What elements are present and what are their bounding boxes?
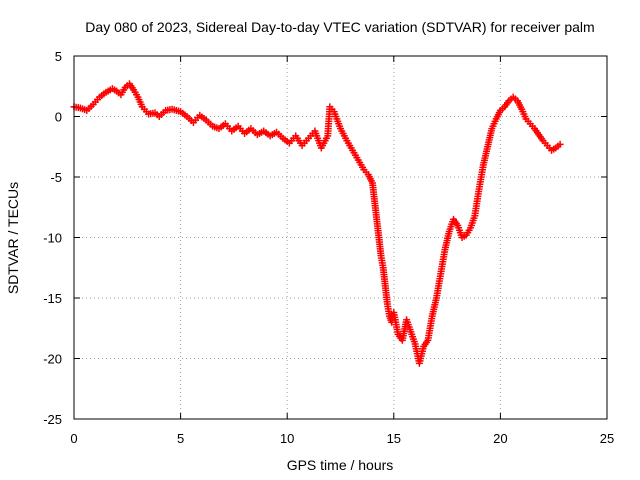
data-point (556, 140, 564, 148)
y-axis-label: SDTVAR / TECUs (5, 182, 21, 294)
y-tick-label: -25 (43, 412, 62, 427)
x-tick-label: 10 (280, 431, 294, 446)
plot-frame (73, 55, 608, 420)
axis-ticks: 0 5 10 15 20 25 5 0 -5 -10 -15 -20 -25 (43, 49, 614, 446)
data-points (70, 80, 564, 367)
y-tick-label: -10 (43, 231, 62, 246)
x-tick-label: 15 (387, 431, 401, 446)
y-tick-label: 0 (55, 110, 62, 125)
y-tick-label: -5 (50, 170, 62, 185)
x-axis-label: GPS time / hours (287, 457, 394, 473)
x-tick-label: 5 (177, 431, 184, 446)
x-tick-label: 0 (70, 431, 77, 446)
grid-lines (74, 56, 607, 419)
y-tick-label: -15 (43, 291, 62, 306)
chart-title: Day 080 of 2023, Sidereal Day-to-day VTE… (85, 19, 594, 35)
x-tick-label: 25 (600, 431, 614, 446)
y-tick-label: 5 (55, 49, 62, 64)
y-tick-label: -20 (43, 352, 62, 367)
x-tick-label: 20 (493, 431, 507, 446)
